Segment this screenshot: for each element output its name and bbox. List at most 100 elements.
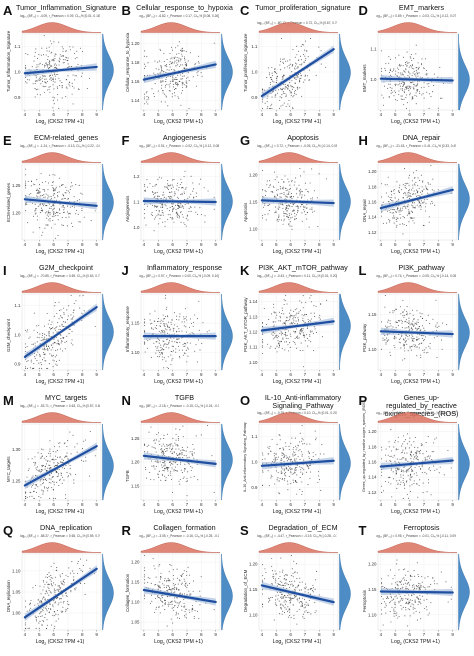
scatter-point xyxy=(173,60,176,62)
scatter-point xyxy=(380,94,382,96)
scatter-point xyxy=(143,103,145,105)
scatter-point xyxy=(179,60,181,62)
scatter-point xyxy=(34,342,36,344)
scatter-point xyxy=(426,456,428,458)
scatter-point xyxy=(50,349,52,351)
scatter-point xyxy=(185,225,187,227)
scatter-point xyxy=(264,194,266,197)
scatter-point xyxy=(62,350,64,352)
scatter-point xyxy=(283,218,285,220)
scatter-point xyxy=(288,188,290,190)
scatter-point xyxy=(171,216,173,219)
scatter-point xyxy=(282,76,284,78)
scatter-point xyxy=(291,80,293,82)
scatter-point xyxy=(154,216,156,218)
scatter-point xyxy=(52,476,54,478)
scatter-point xyxy=(192,448,195,450)
scatter-point xyxy=(158,48,161,50)
scatter-point xyxy=(404,207,406,209)
scatter-point xyxy=(160,68,162,70)
scatter-point xyxy=(281,94,283,96)
scatter-point xyxy=(184,326,186,328)
scatter-point xyxy=(397,69,399,71)
scatter-point xyxy=(415,472,417,474)
scatter-point xyxy=(53,484,55,486)
scatter-point xyxy=(59,186,61,188)
scatter-point xyxy=(166,69,168,71)
scatter-point xyxy=(274,212,276,214)
scatter-point xyxy=(296,474,298,476)
scatter-point xyxy=(428,107,430,110)
scatter-point xyxy=(395,487,397,490)
scatter-point xyxy=(279,107,281,110)
scatter-point xyxy=(53,588,55,590)
scatter-point xyxy=(160,449,163,451)
scatter-point xyxy=(51,184,53,186)
scatter-point xyxy=(429,455,431,457)
scatter-point xyxy=(73,302,75,305)
scatter-point xyxy=(178,341,180,343)
scatter-point xyxy=(52,354,54,357)
scatter-point xyxy=(387,56,389,58)
scatter-point xyxy=(277,208,280,210)
scatter-point xyxy=(25,346,27,349)
scatter-point xyxy=(69,49,71,51)
scatter-point xyxy=(403,83,405,85)
scatter-point xyxy=(165,339,167,341)
scatter-point xyxy=(293,76,295,79)
scatter-point xyxy=(170,191,172,193)
scatter-point xyxy=(31,486,33,488)
scatter-point xyxy=(401,98,403,100)
scatter-point xyxy=(421,186,423,188)
scatter-point xyxy=(191,444,193,446)
scatter-point xyxy=(403,71,405,73)
scatter-point xyxy=(276,334,278,336)
scatter-point xyxy=(34,358,36,360)
scatter-point xyxy=(44,227,46,229)
scatter-point xyxy=(164,205,167,207)
scatter-point xyxy=(392,345,395,347)
scatter-point xyxy=(63,209,65,211)
scatter-point xyxy=(69,188,71,190)
scatter-point xyxy=(412,217,415,219)
scatter-point xyxy=(401,315,404,317)
scatter-point xyxy=(34,615,36,617)
scatter-point xyxy=(401,207,403,209)
scatter-point xyxy=(157,318,159,320)
scatter-point xyxy=(81,459,83,461)
scatter-point xyxy=(303,469,305,471)
scatter-point xyxy=(281,467,283,469)
scatter-point xyxy=(302,366,305,368)
scatter-point xyxy=(27,458,29,460)
scatter-point xyxy=(319,318,321,320)
scatter-point xyxy=(47,58,49,60)
scatter-point xyxy=(196,318,198,320)
x-axis-label-sub: 2 xyxy=(162,122,165,127)
scatter-point xyxy=(177,57,180,59)
scatter-point xyxy=(290,196,292,198)
x-axis-label-prefix: Log xyxy=(154,509,163,515)
scatter-point xyxy=(420,206,422,208)
scatter-point xyxy=(54,67,56,69)
scatter-point xyxy=(175,341,177,343)
scatter-point xyxy=(421,471,423,474)
scatter-point xyxy=(47,490,49,492)
scatter-point xyxy=(72,74,74,76)
y-tick-label: 1.0 xyxy=(133,225,140,230)
scatter-point xyxy=(42,598,44,600)
scatter-point xyxy=(295,314,297,316)
scatter-point xyxy=(34,213,36,215)
scatter-point xyxy=(185,316,187,318)
scatter-point xyxy=(150,356,152,358)
scatter-point xyxy=(159,206,161,208)
scatter-point xyxy=(53,215,55,217)
scatter-point xyxy=(410,455,412,457)
scatter-point xyxy=(156,178,158,180)
scatter-point xyxy=(40,471,42,473)
scatter-point xyxy=(48,464,50,466)
scatter-point xyxy=(283,58,285,60)
scatter-point xyxy=(45,62,48,64)
scatter-point xyxy=(85,456,87,458)
scatter-point xyxy=(320,489,322,492)
scatter-point xyxy=(159,438,161,440)
